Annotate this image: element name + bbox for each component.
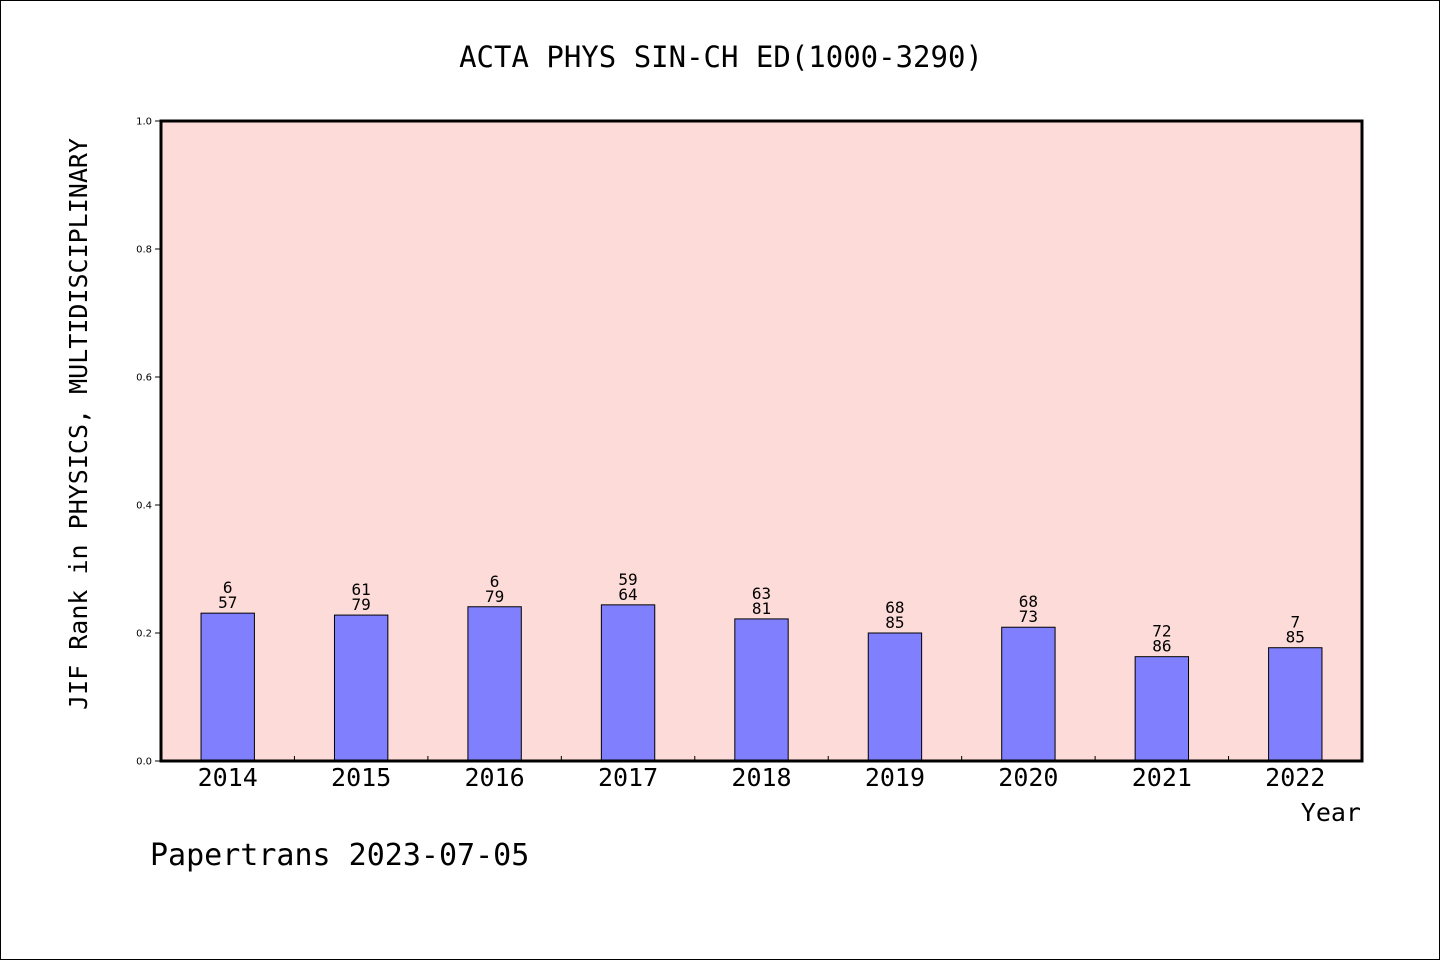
bar-2016 [467,606,522,762]
bar-label-top: 59 [618,570,637,589]
bar-label-top: 63 [752,584,771,603]
x-tick-label: 2021 [1132,763,1192,792]
y-tick-label: 0.4 [136,501,152,512]
y-tick-label: 0.2 [136,629,152,640]
y-axis-label: JIF Rank in PHYSICS, MULTIDISCIPLINARY [64,138,93,710]
bar-label-top: 68 [1019,592,1038,611]
y-tick-label: 0.6 [136,373,152,384]
bar-label-bottom: 79 [485,587,504,606]
bar-label-top: 7 [1290,613,1300,632]
bar-2021 [1134,656,1190,762]
bar-2018 [734,618,789,762]
x-tick-label: 2014 [198,763,258,792]
bar-label-bottom: 81 [752,599,771,618]
bar-label-top: 6 [490,572,500,591]
bar-2022 [1268,647,1323,762]
bar-2015 [333,614,389,762]
bar-2017 [600,604,656,762]
y-tick-label: 0.8 [136,245,152,256]
bar-label-top: 6 [223,578,233,597]
x-tick-label: 2016 [465,763,525,792]
footer-text: Papertrans 2023-07-05 [150,838,529,873]
bar-label-top: 72 [1152,622,1171,641]
chart-title: ACTA PHYS SIN-CH ED(1000-3290) [459,40,983,74]
bar-label-bottom: 85 [1286,628,1305,647]
x-tick-label: 2020 [998,763,1058,792]
bar-2020 [1001,626,1056,762]
bar-label-bottom: 73 [1019,607,1038,626]
bar-label-top: 61 [352,580,371,599]
bar-2019 [867,632,923,762]
x-tick-label: 2019 [865,763,925,792]
bar-2014 [200,612,255,762]
bar-label-bottom: 64 [618,585,637,604]
bar-label-top: 68 [885,598,904,617]
y-tick-label: 1.0 [136,117,152,128]
y-tick-label: 0.0 [136,757,152,768]
x-tick-label: 2015 [331,763,391,792]
bar-label-bottom: 86 [1152,637,1171,656]
bar-label-bottom: 79 [352,595,371,614]
plot-frame [159,119,1364,763]
x-axis-label: Year [1301,798,1361,827]
x-tick-label: 2017 [598,763,658,792]
bar-label-bottom: 85 [885,613,904,632]
x-tick-label: 2018 [731,763,791,792]
bar-label-bottom: 57 [218,593,237,612]
x-tick-label: 2022 [1265,763,1325,792]
